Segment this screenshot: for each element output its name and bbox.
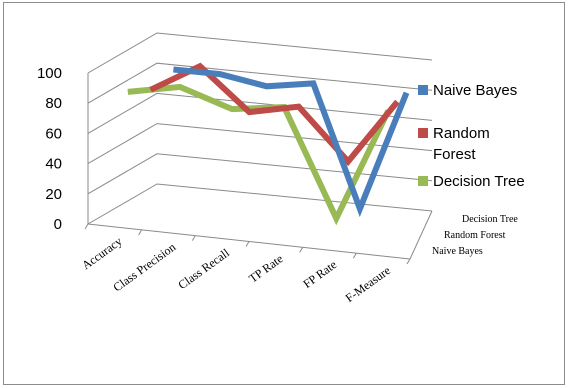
y-tick-label: 100 xyxy=(37,65,62,82)
x-tick-mark xyxy=(245,241,250,247)
series-line-naive-bayes xyxy=(173,66,410,218)
x-tick-label: Accuracy xyxy=(79,234,124,272)
gridline xyxy=(87,153,433,195)
y-tick-label: 80 xyxy=(45,95,62,112)
gridline xyxy=(87,92,433,134)
y-tick-label: 60 xyxy=(45,125,62,142)
y-tick-label: 40 xyxy=(45,156,62,173)
depth-tick-label: Decision Tree xyxy=(462,214,518,225)
x-tick-label: TP Rate xyxy=(246,252,285,286)
gridline xyxy=(87,123,433,165)
x-tick-mark xyxy=(138,229,143,236)
legend-swatch xyxy=(418,85,428,95)
legend-swatch xyxy=(418,128,428,138)
depth-tick-labels: Decision Tree Random Forest Naive Bayes xyxy=(432,214,518,257)
chart-frame xyxy=(3,2,565,385)
legend: Naive Bayes Random Forest Decision Tree xyxy=(418,82,525,190)
legend-swatch xyxy=(418,176,428,186)
x-tick-mark xyxy=(191,235,196,241)
series-line-decision-tree xyxy=(127,83,392,226)
y-tick-label: 0 xyxy=(54,216,62,233)
x-tick-mark xyxy=(299,247,304,253)
y-tick-label: 20 xyxy=(45,186,62,203)
gridline xyxy=(87,183,433,225)
legend-label: Forest xyxy=(433,146,476,163)
grid-layer xyxy=(84,32,433,265)
x-tick-mark xyxy=(352,252,357,259)
legend-label: Naive Bayes xyxy=(433,82,517,99)
legend-label: Random xyxy=(433,125,490,142)
gridline xyxy=(87,62,433,104)
x-tick-mark xyxy=(84,223,89,230)
depth-axis-line xyxy=(409,210,433,260)
legend-label: Decision Tree xyxy=(433,173,525,190)
x-tick-label: F-Measure xyxy=(343,263,393,305)
x-tick-label: FP Rate xyxy=(300,257,339,291)
depth-tick-label: Naive Bayes xyxy=(432,246,483,257)
y-tick-labels: 0 20 40 60 80 100 xyxy=(37,65,62,233)
x-tick-mark xyxy=(406,258,411,265)
gridline xyxy=(87,32,433,74)
depth-tick-label: Random Forest xyxy=(444,230,506,241)
series-layer xyxy=(127,62,410,226)
x-tick-label: Class Recall xyxy=(175,245,232,292)
